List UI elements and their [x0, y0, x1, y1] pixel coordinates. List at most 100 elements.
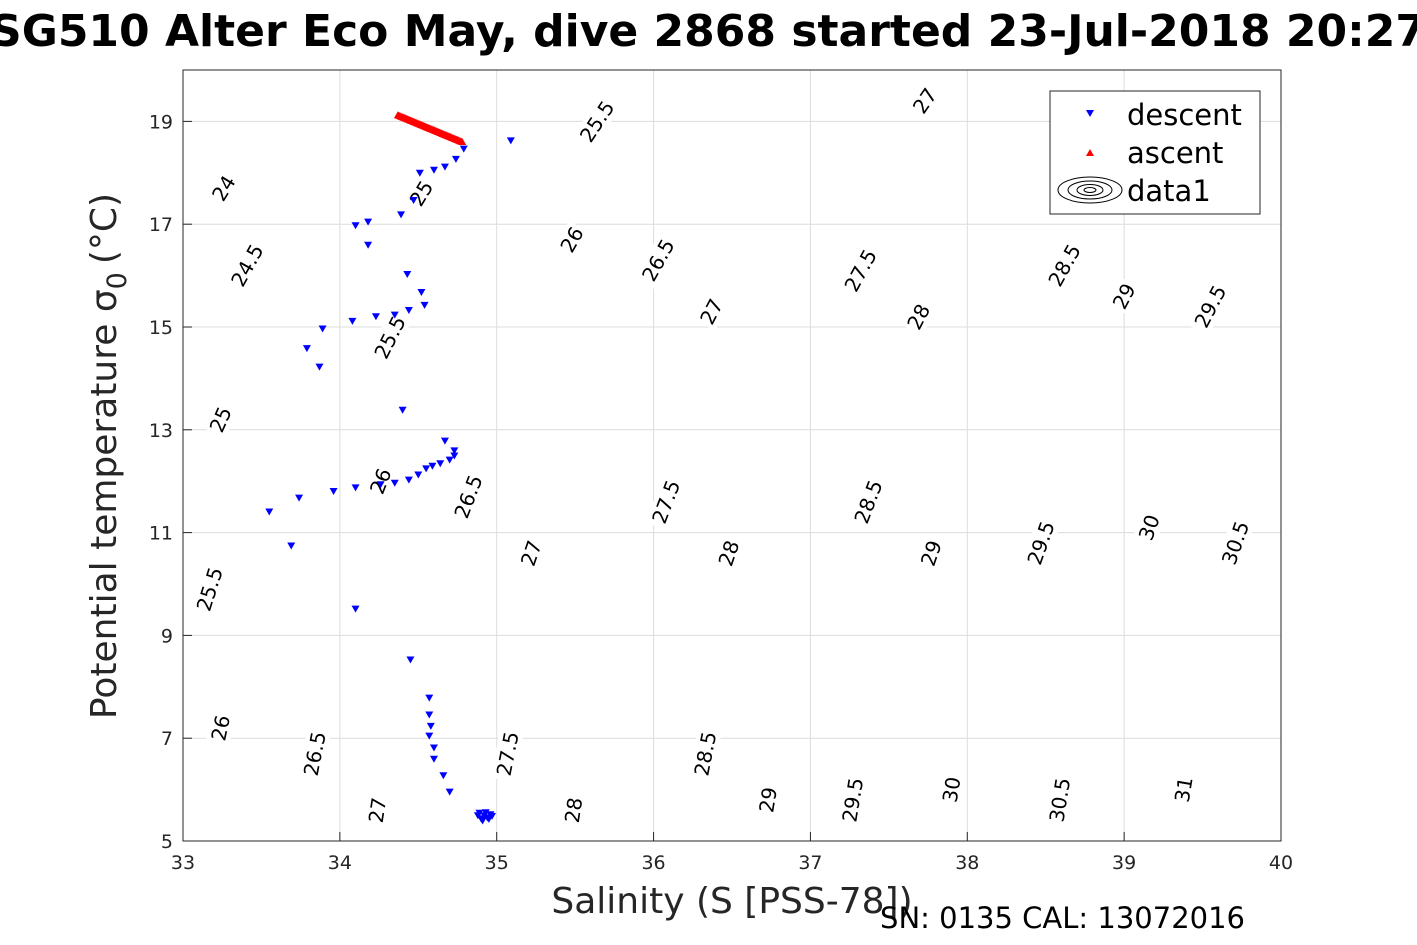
legend-descent-marker — [1086, 110, 1094, 117]
contour-label-bg — [1169, 772, 1199, 807]
contour-label: 27 — [364, 796, 392, 825]
descent-point — [376, 481, 385, 489]
descent-series — [265, 137, 515, 825]
descent-point — [425, 732, 434, 740]
descent-point — [415, 169, 424, 177]
descent-point — [351, 222, 360, 230]
contour-label-bg — [205, 169, 242, 208]
contour-label-bg — [403, 174, 440, 213]
contour-label-bg — [847, 472, 890, 532]
contour-label-bg — [688, 724, 723, 783]
contour-label: 28 — [560, 796, 588, 825]
contour-label-bg — [447, 467, 490, 527]
contour-label-bg — [645, 472, 687, 532]
contour-label-bg — [1043, 771, 1076, 829]
y-tick-label: 15 — [149, 317, 173, 339]
contour-label-bg — [1215, 513, 1256, 573]
descent-point — [351, 605, 360, 613]
contour-label-bg — [490, 724, 525, 783]
descent-point — [420, 301, 429, 309]
y-axis-label-subscript: 0 — [102, 272, 133, 289]
descent-point — [351, 484, 360, 492]
contour-label-bg — [554, 220, 590, 259]
contour-label-bg — [190, 559, 230, 619]
y-tick-label: 11 — [149, 523, 173, 545]
ascent-series — [393, 111, 467, 145]
x-tick-label: 35 — [485, 852, 509, 874]
descent-point — [422, 465, 431, 473]
descent-point — [406, 656, 415, 664]
contour-label-bg — [937, 772, 966, 807]
contour-label-bg — [559, 793, 588, 827]
y-tick-label: 7 — [161, 728, 173, 750]
descent-point — [426, 722, 435, 730]
descent-point — [364, 218, 373, 226]
x-tick-label: 40 — [1269, 852, 1293, 874]
legend: descent ascent data1 — [1049, 90, 1261, 215]
contour-label-bg — [1040, 235, 1089, 295]
x-tick-label: 33 — [171, 852, 195, 874]
descent-point — [404, 476, 413, 484]
descent-point — [417, 289, 426, 297]
descent-point — [404, 307, 413, 315]
descent-point — [390, 479, 399, 487]
contour-label-bg — [363, 462, 398, 500]
descent-point — [425, 711, 434, 719]
legend-descent-label: descent — [1127, 98, 1242, 132]
contour-label-bg — [367, 307, 413, 367]
y-tick-label: 17 — [149, 214, 173, 236]
descent-point — [429, 166, 438, 174]
descent-point — [315, 363, 324, 371]
contour-label-bg — [901, 297, 937, 336]
axes-frame — [182, 69, 1282, 842]
descent-point — [429, 744, 438, 752]
contour-label: 31 — [1170, 775, 1198, 804]
descent-point — [445, 456, 454, 464]
descent-point — [506, 137, 515, 145]
contour-label-bg — [1020, 513, 1062, 573]
descent-point — [302, 345, 311, 353]
y-tick-label: 13 — [149, 420, 173, 442]
descent-point — [409, 197, 418, 205]
contour-label-bg — [914, 535, 948, 572]
descent-point — [475, 809, 484, 817]
contour-label-bg — [753, 783, 783, 817]
descent-point — [403, 271, 412, 279]
x-tick-label: 38 — [955, 852, 979, 874]
descent-point — [329, 487, 338, 495]
legend-ascent-marker — [1086, 149, 1094, 156]
x-axis-label: Salinity (S [PSS-78]) — [551, 881, 912, 922]
descent-point — [459, 145, 468, 153]
descent-point — [440, 163, 449, 171]
descent-point — [439, 772, 448, 780]
contour-label-bg — [1106, 277, 1142, 316]
axis-ticks: 33 34 35 36 37 38 39 40 5 7 9 11 13 15 17 19 — [149, 111, 1293, 874]
descent-point — [265, 508, 274, 516]
contour-label-bg — [634, 230, 682, 290]
contour-label-bg — [363, 793, 392, 827]
contour-label-bg — [1132, 509, 1166, 546]
contour-label-bg — [203, 400, 238, 439]
descent-point — [398, 406, 407, 414]
y-tick-label: 9 — [161, 625, 173, 647]
descent-point — [481, 809, 490, 817]
contour-label: 26 — [206, 713, 235, 743]
descent-point — [488, 812, 497, 820]
y-axis-label: Potential temperature σ0 (°C) — [84, 193, 133, 719]
x-tick-label: 36 — [641, 852, 665, 874]
y-axis-label-main: Potential temperature σ — [84, 289, 125, 719]
contour-label-bg — [837, 241, 885, 300]
descent-point — [436, 460, 445, 468]
descent-point — [295, 494, 304, 502]
contour-label-bg — [205, 710, 236, 746]
legend-box — [1049, 90, 1261, 215]
y-tick-label: 19 — [149, 111, 173, 133]
y-tick-label: 5 — [161, 831, 173, 853]
chart-title: SG510 Alter Eco May, dive 2868 started 2… — [0, 6, 1417, 57]
descent-point — [318, 325, 327, 333]
x-tick-label: 39 — [1112, 852, 1136, 874]
legend-ascent-label: ascent — [1127, 136, 1223, 170]
contour-label-bg — [1187, 276, 1234, 336]
x-tick-label: 37 — [798, 852, 822, 874]
descent-point — [450, 447, 459, 455]
